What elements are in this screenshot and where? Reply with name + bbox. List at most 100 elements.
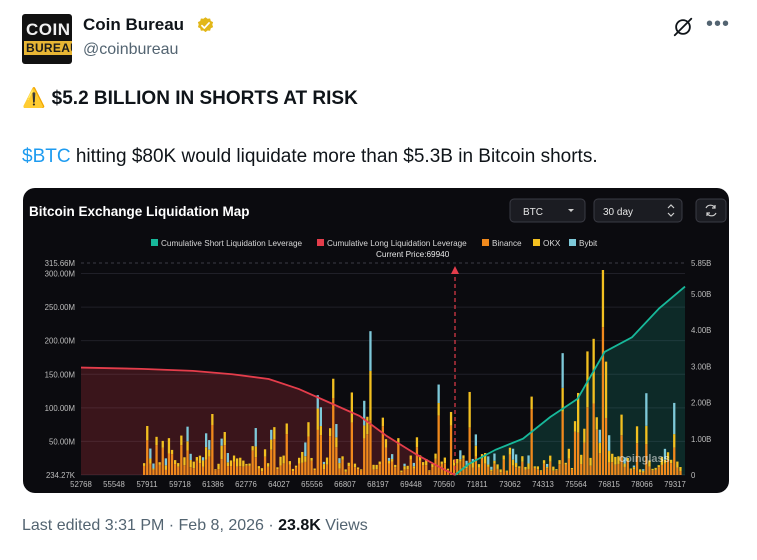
- okx-bar: [617, 456, 620, 464]
- okx-bar: [527, 463, 530, 469]
- binance-bar: [425, 465, 428, 475]
- binance-bar: [437, 415, 440, 475]
- bybit-bar: [189, 453, 192, 461]
- binance-bar: [434, 458, 437, 475]
- bybit-bar: [391, 454, 394, 460]
- okx-bar: [161, 440, 164, 448]
- bybit-bar: [387, 457, 391, 461]
- legend-swatch-short: [151, 239, 158, 246]
- okx-bar: [604, 361, 608, 418]
- okx-bar: [319, 426, 322, 436]
- bybit-bar: [459, 450, 462, 460]
- y-left-tick: 150.00M: [45, 370, 75, 379]
- okx-bar: [657, 465, 660, 468]
- okx-bar: [614, 456, 617, 465]
- current-price-label: Current Price:69940: [376, 250, 450, 259]
- grok-icon[interactable]: [672, 16, 694, 38]
- short-liquidation-line: [454, 285, 686, 476]
- binance-bar: [400, 472, 403, 475]
- y-right-tick: 3.00B: [691, 362, 711, 371]
- okx-bar: [505, 470, 508, 472]
- okx-bar: [236, 458, 239, 467]
- asset-select[interactable]: [509, 198, 586, 223]
- legend-bybit-label: Bybit: [579, 239, 598, 248]
- okx-bar: [282, 455, 285, 464]
- account-handle[interactable]: @coinbureau: [83, 41, 179, 58]
- legend-long-label: Cumulative Long Liquidation Leverage: [327, 239, 467, 248]
- okx-bar: [195, 457, 198, 461]
- chart-image[interactable]: Bitcoin Exchange Liquidation Map BTC 30 …: [23, 188, 729, 493]
- binance-bar: [573, 431, 577, 475]
- binance-bar: [294, 467, 298, 475]
- x-tick: 73062: [499, 480, 521, 489]
- okx-bar: [536, 466, 539, 470]
- okx-bar: [648, 460, 651, 467]
- binance-bar: [418, 460, 422, 475]
- y-right-tick: 5.00B: [691, 290, 711, 299]
- okx-bar: [456, 458, 459, 464]
- okx-bar: [350, 392, 353, 423]
- refresh-button[interactable]: [695, 198, 727, 223]
- binance-bar: [149, 463, 152, 475]
- okx-bar: [322, 464, 326, 470]
- okx-bar: [573, 421, 577, 432]
- okx-bar: [499, 469, 502, 473]
- okx-bar: [152, 468, 155, 470]
- tweet-meta: Last edited 3:31 PM · Feb 8, 2026 · 23.8…: [22, 517, 368, 535]
- okx-bar: [431, 463, 434, 467]
- okx-bar: [183, 457, 186, 466]
- bybit-bar: [270, 429, 273, 440]
- x-tick: 59718: [169, 480, 191, 489]
- okx-bar: [394, 464, 397, 468]
- okx-bar: [325, 457, 329, 465]
- okx-bar: [378, 461, 381, 465]
- range-select[interactable]: [593, 198, 683, 223]
- bybit-bar: [322, 461, 326, 465]
- binance-bar: [378, 464, 381, 475]
- okx-bar: [384, 439, 388, 448]
- binance-bar: [583, 442, 586, 475]
- okx-bar: [170, 449, 174, 455]
- binance-bar: [260, 471, 264, 475]
- okx-bar: [307, 422, 310, 437]
- okx-bar: [676, 461, 679, 468]
- okx-bar: [577, 392, 580, 433]
- okx-bar: [642, 470, 645, 473]
- okx-bar: [493, 460, 496, 464]
- bybit-bar: [220, 438, 223, 446]
- x-tick: 75564: [565, 480, 587, 489]
- okx-bar: [508, 447, 512, 455]
- okx-bar: [242, 460, 245, 467]
- more-options-icon[interactable]: •••: [706, 13, 731, 35]
- binance-bar: [635, 443, 639, 475]
- okx-bar: [208, 449, 211, 457]
- y-left-tick: 234.27K: [46, 471, 76, 480]
- binance-bar: [527, 468, 530, 475]
- avatar[interactable]: COIN BUREAU: [22, 14, 72, 64]
- binance-bar: [645, 444, 648, 475]
- okx-bar: [167, 438, 171, 454]
- binance-bar: [394, 467, 397, 475]
- verified-badge-icon: [197, 17, 214, 33]
- binance-bar: [313, 470, 316, 475]
- binance-bar: [369, 420, 372, 475]
- okx-bar: [313, 468, 316, 471]
- okx-bar: [366, 416, 369, 435]
- binance-bar: [496, 468, 499, 475]
- okx-bar: [570, 468, 574, 470]
- cashtag-link[interactable]: $BTC: [22, 146, 71, 167]
- okx-bar: [654, 467, 657, 470]
- okx-bar: [434, 453, 437, 459]
- binance-bar: [428, 471, 431, 475]
- binance-bar: [446, 470, 450, 475]
- binance-bar: [372, 469, 375, 475]
- bybit-bar: [254, 428, 257, 447]
- display-name[interactable]: Coin Bureau: [83, 15, 185, 34]
- edited-timestamp[interactable]: Last edited 3:31 PM · Feb 8, 2026 ·: [22, 517, 279, 534]
- binance-bar: [614, 464, 617, 475]
- okx-bar: [270, 439, 273, 450]
- binance-bar: [251, 450, 254, 475]
- okx-bar: [267, 463, 270, 467]
- binance-bar: [282, 463, 285, 475]
- binance-bar: [617, 463, 620, 475]
